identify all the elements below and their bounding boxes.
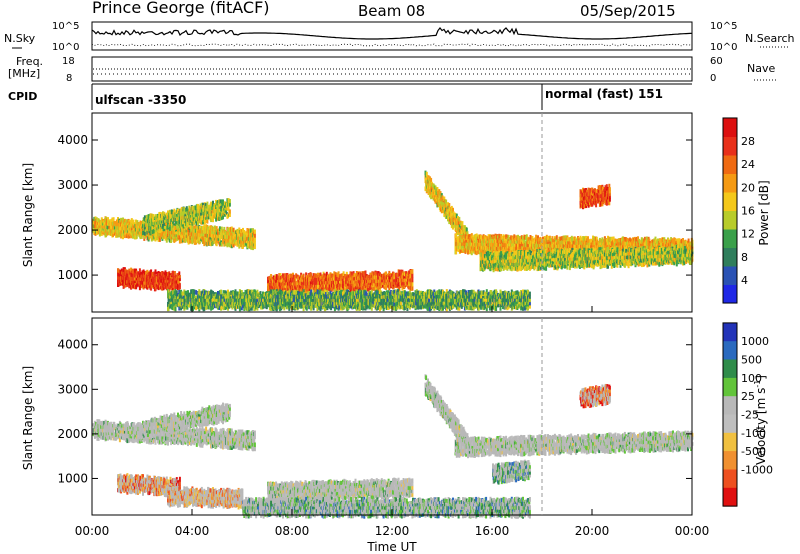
power-heatmap [92, 171, 693, 312]
cpid-label: CPID [8, 90, 37, 103]
nsearch-tick-bottom: 10^0 [710, 42, 737, 53]
heatmap-cell [220, 290, 222, 295]
heatmap-cell [411, 273, 413, 278]
heatmap-cell [400, 302, 402, 306]
heatmap-cell [229, 209, 231, 213]
nsky-frame [92, 22, 692, 50]
heatmap-cell [254, 245, 256, 249]
heatmap-cell [254, 233, 256, 237]
heatmap-cell [155, 269, 157, 274]
freq-tick-bottom: 8 [66, 73, 72, 84]
cpid-segment-label: normal (fast) 151 [545, 87, 663, 101]
heatmap-cell [193, 289, 195, 294]
heatmap-cell [411, 282, 413, 287]
heatmap-cell [254, 230, 256, 234]
heatmap-cell [359, 306, 361, 311]
heatmap-cell [411, 286, 413, 291]
heatmap-cell [197, 220, 199, 225]
heatmap-cell [303, 274, 305, 278]
heatmap-cell [371, 306, 373, 311]
heatmap-cell [254, 241, 256, 245]
heatmap-cell [229, 213, 231, 217]
nsearch-trace [92, 44, 692, 46]
heatmap-cell [146, 215, 148, 220]
heatmap-cell [411, 278, 413, 283]
date-title: 05/Sep/2015 [580, 2, 676, 20]
heatmap-cell [225, 231, 227, 235]
freq-panel: Freq. [MHz] 18 8 60 0 Nave [8, 55, 776, 84]
heatmap-cell [359, 302, 361, 307]
heatmap-cell [175, 306, 177, 311]
heatmap-cell [254, 237, 256, 241]
nsky-panel: N.Sky 10^5 10^0 10^5 10^0 N.Search [4, 21, 795, 53]
nsearch-label: N.Search [745, 32, 795, 45]
beam-title: Beam 08 [358, 2, 425, 20]
heatmap-cell [411, 269, 413, 274]
freq-frame [92, 57, 692, 81]
nave-tick-bottom: 0 [710, 73, 716, 84]
heatmap-cell [316, 306, 318, 311]
heatmap-cell [183, 207, 185, 212]
heatmap-cell [171, 226, 173, 231]
station-title: Prince George (fitACF) [92, 0, 270, 17]
heatmap-cell [227, 228, 229, 232]
nsky-label: N.Sky [4, 32, 36, 45]
heatmap-cell [172, 271, 174, 276]
nave-label: Nave [747, 62, 775, 75]
nsearch-tick-top: 10^5 [710, 21, 737, 32]
heatmap-cell [179, 283, 181, 286]
nsky-tick-top: 10^5 [52, 21, 79, 32]
heatmap-cell [229, 199, 231, 203]
heatmap-cell [179, 275, 181, 278]
nsky-trace [92, 28, 692, 39]
heatmap-cell [229, 203, 231, 207]
cpid-segment-label: ulfscan -3350 [95, 93, 186, 107]
heatmap-cell [276, 274, 278, 279]
freq-unit-label: [MHz] [8, 67, 40, 80]
radar-summary-plot: Prince George (fitACF) Beam 08 05/Sep/20… [0, 0, 800, 554]
freq-tick-top: 18 [62, 56, 75, 67]
cpid-panel: CPID ulfscan -3350 normal (fast) 151 [8, 84, 692, 110]
nave-tick-top: 60 [710, 56, 723, 67]
nsky-tick-bottom: 10^0 [52, 42, 79, 53]
heatmap-cell [393, 273, 395, 276]
